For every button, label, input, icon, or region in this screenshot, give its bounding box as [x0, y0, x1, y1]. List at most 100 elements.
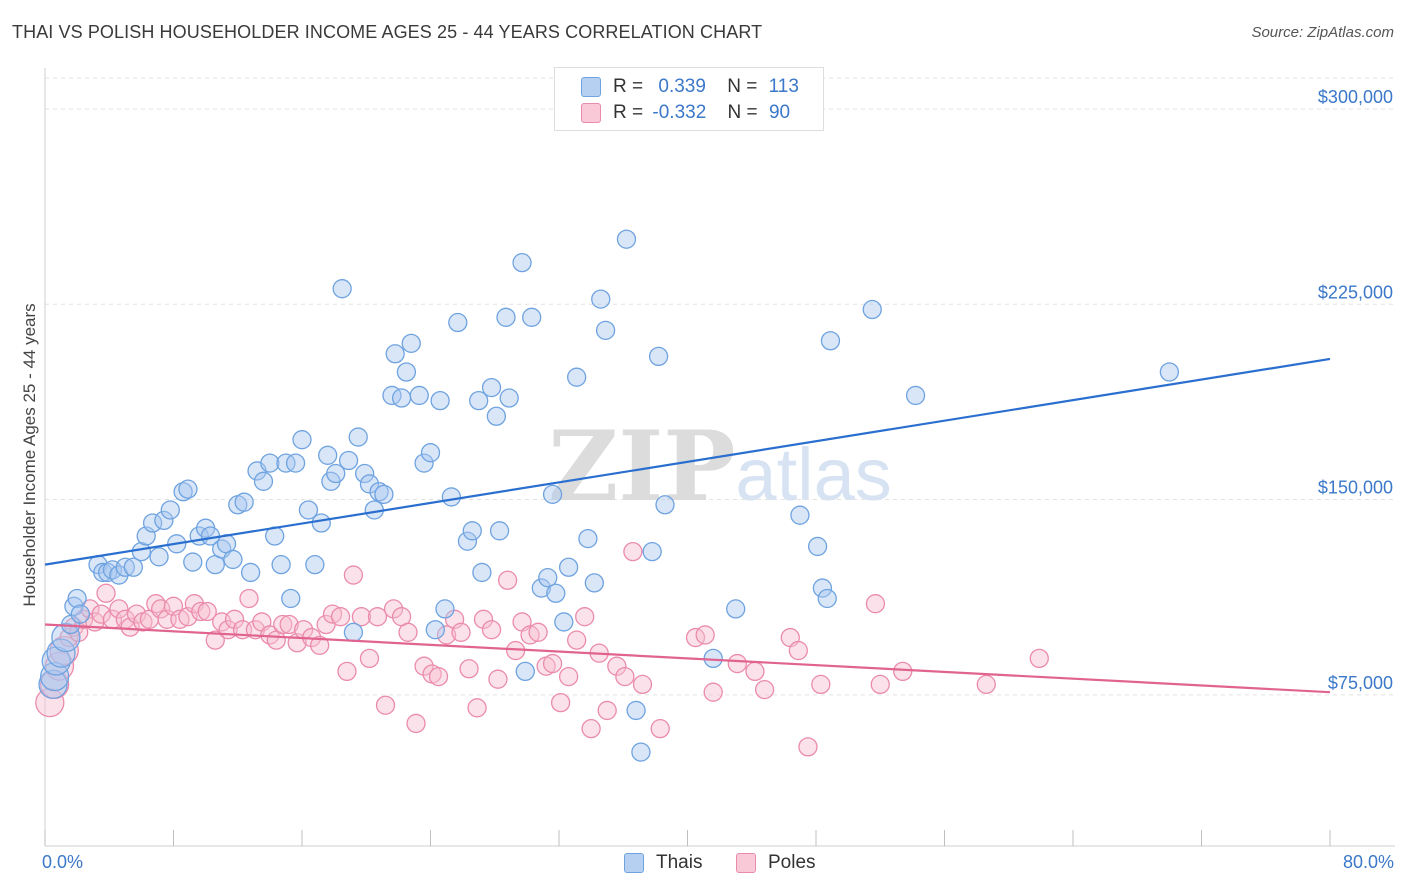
thais-point	[425, 620, 445, 640]
poles-point	[205, 630, 225, 650]
thais-legend-label: Thais	[656, 852, 703, 873]
poles-point	[191, 601, 211, 622]
poles-point	[96, 583, 116, 603]
thais-point	[142, 513, 163, 533]
thais-point	[546, 583, 566, 603]
poles-point	[245, 620, 266, 640]
poles-point	[375, 695, 396, 715]
poles-point	[473, 609, 494, 629]
thais-point	[305, 554, 325, 575]
thais-point	[271, 554, 291, 575]
poles-point	[597, 700, 617, 721]
trend-lines	[44, 357, 1331, 694]
thais-n-value: 113	[768, 76, 799, 97]
thais-point	[807, 536, 828, 557]
thais-point	[396, 362, 417, 382]
thais-r-value: 0.339	[658, 76, 706, 97]
thais-point	[149, 547, 169, 567]
poles-point	[197, 601, 217, 622]
poles-point	[367, 607, 388, 627]
thais-point	[409, 385, 429, 406]
thais-point	[462, 521, 482, 541]
thais-point	[292, 430, 312, 450]
thais-point	[253, 471, 274, 491]
thais-point	[631, 742, 651, 762]
thais-point	[67, 588, 87, 609]
chart-title: THAI VS POLISH HOUSEHOLDER INCOME AGES 2…	[12, 22, 763, 42]
thais-point	[522, 307, 542, 327]
thais-point	[332, 279, 352, 299]
poles-point	[273, 614, 293, 635]
poles-point	[870, 674, 890, 695]
poles-point	[558, 666, 579, 687]
poles-point	[695, 625, 715, 645]
thais-point	[515, 661, 535, 682]
poles-legend-label: Poles	[768, 852, 816, 873]
thais-point	[385, 344, 405, 364]
poles-point	[623, 541, 643, 562]
thais-point	[648, 346, 669, 367]
poles-point	[343, 565, 364, 585]
thais-point	[160, 500, 180, 520]
thais-point	[591, 289, 611, 309]
poles-point	[542, 653, 563, 674]
y-tick-label: $75,000	[1328, 673, 1393, 693]
poles-point	[109, 599, 129, 619]
poles-point	[383, 599, 404, 619]
thais-point	[354, 463, 375, 484]
thais-point	[862, 299, 882, 320]
poles-point	[91, 604, 111, 624]
poles-swatch	[581, 103, 601, 123]
thais-point	[626, 700, 646, 721]
thais-point	[435, 599, 455, 619]
y-tick-label: $150,000	[1318, 478, 1393, 498]
correlation-legend: R = 0.339 N = 113 R = -0.332 N = 90	[554, 67, 824, 131]
thais-point	[123, 557, 143, 577]
thais-point	[420, 443, 441, 463]
thais-point	[820, 331, 841, 351]
thais-point	[183, 552, 203, 572]
thais-swatch	[581, 77, 601, 97]
poles-point	[865, 594, 886, 614]
thais-point	[486, 406, 507, 426]
poles-point	[650, 719, 670, 739]
thais-point	[1159, 362, 1180, 382]
thais-point	[51, 622, 81, 653]
poles-point	[745, 661, 765, 682]
poles-point	[727, 653, 747, 674]
poles-r-value: -0.332	[652, 102, 707, 123]
y-tick-labels: $75,000 $150,000 $225,000 $300,000	[1318, 87, 1393, 693]
poles-point	[754, 679, 775, 700]
thais-point	[178, 479, 198, 499]
thais-point	[616, 229, 637, 249]
poles-point	[279, 614, 299, 635]
thais-point	[374, 484, 394, 505]
poles-point	[224, 609, 245, 629]
thais-point	[512, 253, 532, 273]
poles-point	[550, 692, 571, 713]
thais-point	[554, 612, 574, 632]
thais-point	[496, 307, 516, 327]
thais-point	[542, 484, 563, 505]
thais-point	[655, 495, 675, 515]
thais-point	[538, 568, 558, 588]
thais-point	[39, 661, 70, 692]
chart-source: Source: ZipAtlas.com	[1251, 24, 1394, 41]
poles-point	[615, 666, 635, 687]
poles-point	[1029, 648, 1049, 669]
poles-point	[436, 625, 457, 645]
thais-trend-line	[44, 357, 1331, 566]
poles-point	[528, 622, 548, 642]
thais-point	[469, 390, 489, 411]
poles-point	[811, 674, 831, 695]
y-tick-label: $300,000	[1318, 87, 1393, 107]
thais-n-label: N =	[727, 76, 758, 97]
thais-point	[260, 453, 280, 473]
thais-point	[595, 320, 616, 340]
poles-n-value: 90	[768, 102, 791, 123]
poles-series	[35, 541, 1049, 757]
thais-point	[499, 388, 519, 408]
thais-point	[578, 528, 598, 549]
thais-point	[472, 562, 492, 583]
poles-legend-swatch	[736, 853, 756, 873]
